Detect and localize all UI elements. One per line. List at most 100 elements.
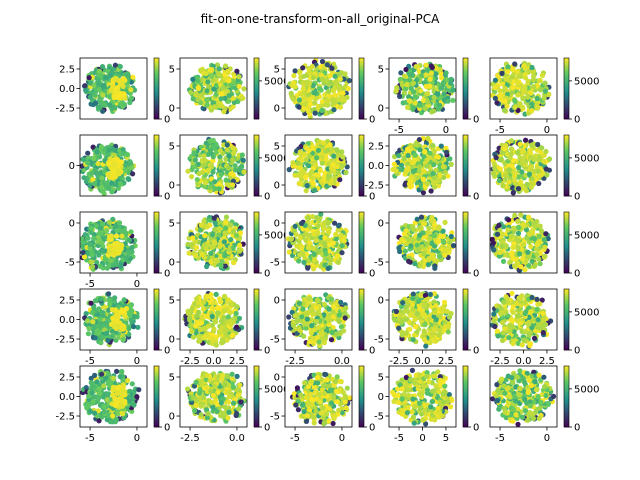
data-point xyxy=(305,265,311,271)
data-point xyxy=(239,152,245,158)
colorbar-segment xyxy=(359,234,364,238)
axes-frame xyxy=(179,57,248,120)
data-point xyxy=(306,70,312,76)
colorbar-segment xyxy=(154,291,159,295)
data-point xyxy=(200,105,206,111)
colorbar-segment xyxy=(463,160,468,164)
data-point xyxy=(228,237,234,243)
data-point xyxy=(496,222,502,228)
data-point xyxy=(508,146,515,152)
data-point xyxy=(441,91,447,97)
data-point xyxy=(500,258,507,264)
data-point xyxy=(286,167,292,173)
data-point xyxy=(425,230,431,236)
data-point xyxy=(330,97,336,103)
colorbar-segment xyxy=(359,190,364,194)
data-point xyxy=(437,172,443,178)
data-point xyxy=(443,149,450,155)
colorbar-segment xyxy=(154,322,159,325)
colorbar-segment xyxy=(254,168,259,171)
x-tick-label: 0 xyxy=(443,125,449,136)
data-point xyxy=(310,75,316,81)
data-point xyxy=(99,310,105,316)
data-point xyxy=(236,248,243,254)
data-point xyxy=(325,219,331,225)
x-tick-label: 0 xyxy=(134,356,140,367)
colorbar-segment xyxy=(359,60,364,64)
colorbar-segment xyxy=(154,101,159,105)
colorbar-segment xyxy=(463,60,468,64)
data-point xyxy=(509,251,515,257)
data-point xyxy=(118,244,124,250)
data-point xyxy=(303,174,309,181)
data-point xyxy=(335,170,341,176)
colorbar-segment xyxy=(254,70,259,74)
data-point xyxy=(106,219,112,225)
data-point xyxy=(324,183,330,189)
colorbar-segment xyxy=(359,267,364,271)
data-point xyxy=(98,184,105,190)
colorbar-segment xyxy=(254,250,259,254)
data-point xyxy=(413,140,419,146)
data-point xyxy=(212,77,218,83)
data-point xyxy=(91,325,97,331)
data-point xyxy=(325,237,332,243)
colorbar-segment xyxy=(463,234,468,238)
colorbar-segment xyxy=(254,65,259,69)
data-point xyxy=(195,96,201,102)
colorbar-segment xyxy=(463,252,468,256)
data-point xyxy=(310,245,316,252)
data-point xyxy=(405,152,411,159)
colorbar-tick-label: 5000 xyxy=(574,230,599,241)
colorbar-segment xyxy=(154,252,159,256)
data-point xyxy=(201,162,207,168)
data-point xyxy=(520,95,526,102)
colorbar-segment xyxy=(254,224,259,228)
data-point xyxy=(490,240,496,246)
data-point xyxy=(445,173,451,179)
x-tick-label: 0 xyxy=(134,279,140,290)
data-point xyxy=(105,337,111,343)
colorbar-segment xyxy=(564,190,569,194)
data-point xyxy=(230,95,236,101)
y-tick-label: -5 xyxy=(65,258,75,269)
data-point xyxy=(537,261,543,267)
data-point xyxy=(403,86,409,92)
data-point xyxy=(288,92,295,98)
colorbar-segment xyxy=(463,58,468,61)
data-point xyxy=(226,165,232,171)
colorbar-segment xyxy=(254,157,259,161)
data-point xyxy=(301,95,307,101)
data-point xyxy=(286,249,292,255)
data-point xyxy=(205,79,211,85)
data-point xyxy=(303,157,309,163)
data-point xyxy=(337,104,344,110)
data-point xyxy=(315,223,321,229)
data-point xyxy=(412,157,418,163)
colorbar-segment xyxy=(463,180,468,184)
data-point xyxy=(222,263,228,269)
data-point xyxy=(505,69,511,75)
colorbar-segment xyxy=(359,212,364,215)
data-point xyxy=(315,147,322,153)
colorbar-segment xyxy=(359,157,364,161)
data-point xyxy=(328,257,334,263)
data-point xyxy=(222,230,228,236)
colorbar-tick-label: 5000 xyxy=(574,76,599,87)
data-point xyxy=(528,90,534,96)
colorbar-segment xyxy=(254,58,259,61)
colorbar-segment xyxy=(359,152,364,156)
data-point xyxy=(108,233,114,239)
data-point xyxy=(425,181,431,187)
colorbar-segment xyxy=(154,178,159,182)
data-point xyxy=(516,73,522,79)
data-point xyxy=(324,78,330,84)
data-point xyxy=(431,148,437,154)
y-tick-label: -5 xyxy=(374,258,384,269)
colorbar-segment xyxy=(564,165,569,169)
colorbar-segment xyxy=(254,88,259,92)
y-tick-label: 5 xyxy=(169,64,175,75)
colorbar-segment xyxy=(359,160,364,164)
data-point xyxy=(118,159,124,165)
